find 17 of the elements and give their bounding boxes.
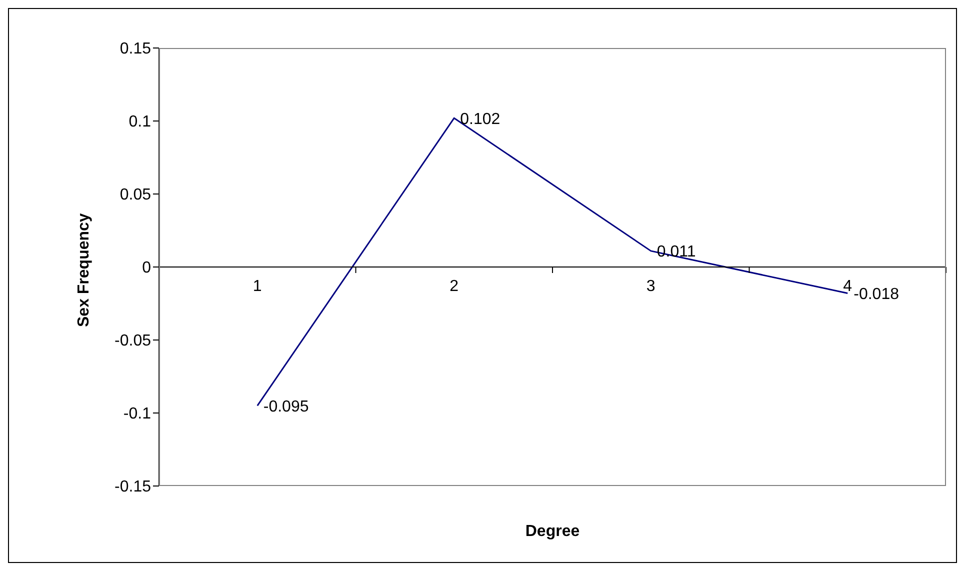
data-label: 0.102 (460, 110, 500, 128)
y-tick-label: -0.1 (123, 406, 152, 423)
data-label: 0.011 (656, 244, 696, 261)
x-tick-label: 3 (646, 278, 656, 295)
x-axis-title: Degree (525, 523, 580, 540)
y-tick-label: -0.15 (114, 478, 152, 496)
y-tick-label: -0.05 (114, 332, 152, 350)
y-tick-label: 0.1 (128, 114, 152, 131)
data-label: -0.018 (854, 286, 900, 303)
x-tick-label: 4 (843, 278, 852, 295)
x-tick-label: 2 (450, 278, 459, 295)
y-axis-title: Sex Frequency (76, 213, 93, 327)
x-tick-label: 1 (252, 278, 262, 295)
y-tick-label: 0 (142, 260, 152, 277)
y-tick-label: 0.15 (120, 40, 152, 58)
y-tick-label: 0.05 (120, 186, 152, 204)
data-label: -0.095 (263, 398, 309, 416)
